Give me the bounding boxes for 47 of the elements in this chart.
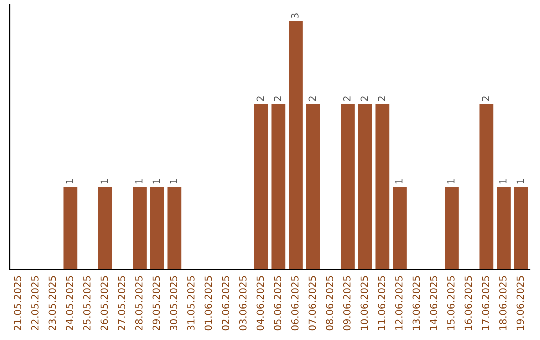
x-tick-label: 26.05.2025 <box>100 276 108 331</box>
data-label: 2 <box>482 96 490 102</box>
x-tick-label: 19.06.2025 <box>516 276 524 330</box>
x-tick-label: 24.05.2025 <box>66 276 74 331</box>
data-label: 2 <box>274 96 282 102</box>
data-label: 1 <box>136 179 143 184</box>
data-label: 1 <box>152 179 160 184</box>
data-label: 1 <box>100 179 108 184</box>
x-tick-label: 04.06.2025 <box>256 276 264 331</box>
data-label: 1 <box>66 179 74 184</box>
data-label: 1 <box>448 179 455 184</box>
x-tick-label: 02.06.2025 <box>222 276 230 331</box>
data-label: 2 <box>256 96 264 102</box>
x-tick-label: 01.06.2025 <box>204 276 212 331</box>
data-label: 2 <box>378 96 386 102</box>
x-tick-label: 29.05.2025 <box>152 276 160 331</box>
x-tick-label: 12.06.2025 <box>395 276 403 330</box>
x-tick-label: 31.05.2025 <box>187 276 195 330</box>
x-tick-label: 27.05.2025 <box>118 276 126 331</box>
data-label: 1 <box>170 179 178 184</box>
x-tick-label: 22.05.2025 <box>31 276 39 331</box>
x-tick-label: 14.06.2025 <box>430 276 438 330</box>
x-tick-label: 16.06.2025 <box>464 276 472 330</box>
x-tick-label: 28.05.2025 <box>135 276 143 331</box>
data-label: 1 <box>396 179 403 184</box>
x-tick-label: 21.05.2025 <box>14 276 22 331</box>
data-label: 2 <box>343 96 351 102</box>
data-label: 1 <box>500 179 507 184</box>
x-tick-label: 07.06.2025 <box>308 276 316 331</box>
x-tick-label: 13.06.2025 <box>412 276 420 330</box>
x-tick-label: 08.06.2025 <box>326 276 334 331</box>
x-tick-label: 03.06.2025 <box>239 276 247 331</box>
x-tick-label: 25.05.2025 <box>83 276 91 331</box>
x-tick-label: 09.06.2025 <box>343 276 351 331</box>
data-label: 2 <box>308 96 316 102</box>
x-tick-label: 17.06.2025 <box>482 276 490 330</box>
x-tick-label: 11.06.2025 <box>378 276 386 330</box>
x-tick-label: 10.06.2025 <box>360 276 368 330</box>
x-tick-label: 06.06.2025 <box>291 276 299 331</box>
data-label: 3 <box>291 14 299 18</box>
x-tick-label: 30.05.2025 <box>170 276 178 330</box>
data-label: 2 <box>360 96 368 102</box>
data-label: 1 <box>516 179 524 184</box>
x-tick-label: 15.06.2025 <box>447 276 455 330</box>
x-tick-label: 05.06.2025 <box>274 276 282 331</box>
x-tick-label: 18.06.2025 <box>499 276 507 330</box>
x-tick-label: 23.05.2025 <box>48 276 56 331</box>
